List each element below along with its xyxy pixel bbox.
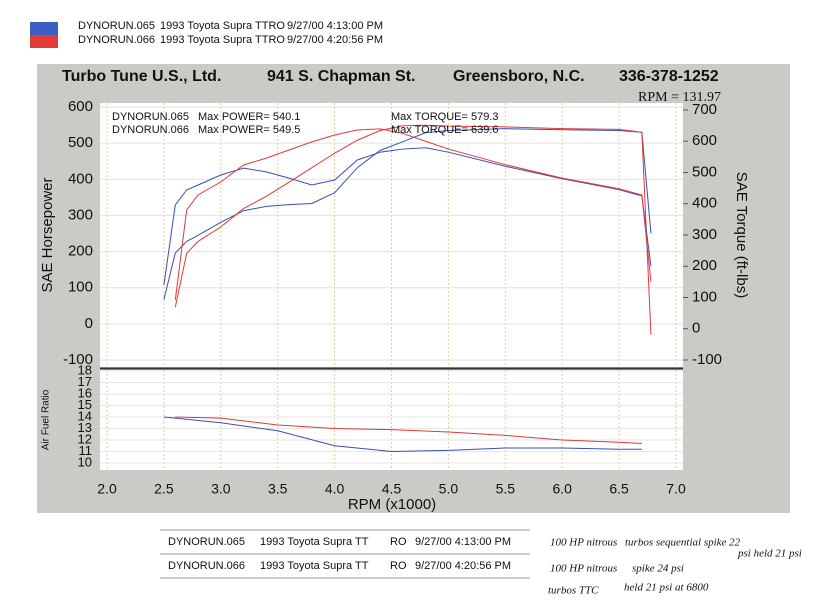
x-tick-label: 5.5 bbox=[496, 481, 516, 497]
y-tick-label: 600 bbox=[68, 98, 93, 115]
series-line bbox=[163, 147, 652, 286]
run-name: DYNORUN.065 bbox=[78, 20, 155, 32]
run-date: 9/27/00 4:20:56 PM bbox=[287, 34, 383, 46]
legend-entry: Max TORQUE= 579.3 bbox=[391, 111, 499, 123]
banner-text: 941 S. Chapman St. bbox=[267, 68, 416, 85]
y-tick-label: 12 bbox=[78, 431, 92, 446]
handwritten-note: spike 24 psi bbox=[632, 563, 684, 575]
y-tick-label: 500 bbox=[68, 134, 93, 151]
y-tick-label: 200 bbox=[68, 243, 93, 260]
footer-cell: 1993 Toyota Supra TT bbox=[260, 560, 369, 572]
footer-cell: DYNORUN.065 bbox=[168, 536, 245, 548]
footer-cell: RO bbox=[390, 560, 407, 572]
y-tick-label: -100 bbox=[63, 351, 93, 368]
swatch bbox=[30, 35, 58, 48]
y2-tick-label: 600 bbox=[692, 132, 717, 149]
series-line bbox=[163, 128, 652, 300]
y2-tick-label: 0 bbox=[692, 320, 700, 337]
run-name: DYNORUN.066 bbox=[78, 34, 155, 46]
footer-cell: RO bbox=[390, 536, 407, 548]
y2-axis-label: SAE Torque (ft-lbs) bbox=[733, 172, 750, 298]
y2-tick-label: 300 bbox=[692, 226, 717, 243]
x-tick-label: 2.5 bbox=[154, 481, 174, 497]
y2-tick-label: 700 bbox=[692, 101, 717, 118]
y-axis-label: SAE Horsepower bbox=[39, 177, 56, 292]
series-line bbox=[175, 416, 642, 444]
x-tick-label: 3.5 bbox=[268, 481, 288, 497]
series-line bbox=[174, 124, 652, 335]
y2-tick-label: 400 bbox=[692, 195, 717, 212]
y-tick-label: 18 bbox=[78, 362, 92, 377]
legend-run: DYNORUN.066 bbox=[112, 124, 189, 136]
footer-cell: 9/27/00 4:13:00 PM bbox=[415, 536, 511, 548]
banner-text: Turbo Tune U.S., Ltd. bbox=[62, 68, 221, 85]
swatch bbox=[30, 22, 58, 35]
x-tick-label: 5.0 bbox=[439, 481, 459, 497]
legend-entry: Max POWER= 549.5 bbox=[198, 124, 300, 136]
run-vehicle: 1993 Toyota Supra TTRO bbox=[160, 20, 285, 32]
x-tick-label: 2.0 bbox=[97, 481, 117, 497]
footer-cell: DYNORUN.066 bbox=[168, 560, 245, 572]
annotation: RPM = 131.97 bbox=[638, 90, 721, 105]
footer-cell: 1993 Toyota Supra TT bbox=[260, 536, 369, 548]
banner-text: Greensboro, N.C. bbox=[453, 68, 585, 85]
handwritten-note: turbos TTC bbox=[548, 585, 599, 597]
banner-text: 336-378-1252 bbox=[619, 68, 719, 85]
y-tick-label: 14 bbox=[78, 408, 92, 423]
y-tick-label: 17 bbox=[78, 374, 92, 389]
y2-tick-label: 200 bbox=[692, 257, 717, 274]
y-tick-label: 15 bbox=[78, 397, 92, 412]
legend-entry: Max TORQUE= 639.6 bbox=[391, 124, 499, 136]
handwritten-note: held 21 psi at 6800 bbox=[624, 582, 709, 594]
y-tick-label: 100 bbox=[68, 279, 93, 296]
y-axis-label: Air Fuel Ratio bbox=[41, 389, 52, 450]
x-tick-label: 3.0 bbox=[211, 481, 231, 497]
y-tick-label: 13 bbox=[78, 420, 92, 435]
x-axis-label: RPM (x1000) bbox=[348, 496, 436, 513]
run-date: 9/27/00 4:13:00 PM bbox=[287, 20, 383, 32]
series-line bbox=[174, 128, 652, 301]
y-tick-label: 300 bbox=[68, 206, 93, 223]
y-tick-label: 10 bbox=[78, 454, 92, 469]
x-tick-label: 6.5 bbox=[609, 481, 629, 497]
handwritten-note: psi held 21 psi bbox=[737, 548, 802, 560]
y-tick-label: 400 bbox=[68, 170, 93, 187]
handwritten-note: turbos sequential spike 22 bbox=[625, 537, 741, 549]
series-line bbox=[163, 416, 642, 453]
handwritten-note: 100 HP nitrous bbox=[550, 563, 617, 575]
y-tick-label: 11 bbox=[79, 443, 93, 458]
x-tick-label: 6.0 bbox=[552, 481, 572, 497]
run-vehicle: 1993 Toyota Supra TTRO bbox=[160, 34, 285, 46]
y2-tick-label: 100 bbox=[692, 288, 717, 305]
handwritten-note: 100 HP nitrous bbox=[550, 537, 617, 549]
y2-tick-label: 500 bbox=[692, 163, 717, 180]
y-tick-label: 0 bbox=[85, 315, 93, 332]
footer-cell: 9/27/00 4:20:56 PM bbox=[415, 560, 511, 572]
legend-run: DYNORUN.065 bbox=[112, 111, 189, 123]
y2-tick-label: -100 bbox=[692, 351, 722, 368]
y-tick-label: 16 bbox=[78, 385, 92, 400]
legend-entry: Max POWER= 540.1 bbox=[198, 111, 300, 123]
x-tick-label: 4.0 bbox=[325, 481, 345, 497]
x-tick-label: 4.5 bbox=[382, 481, 402, 497]
x-tick-label: 7.0 bbox=[666, 481, 686, 497]
